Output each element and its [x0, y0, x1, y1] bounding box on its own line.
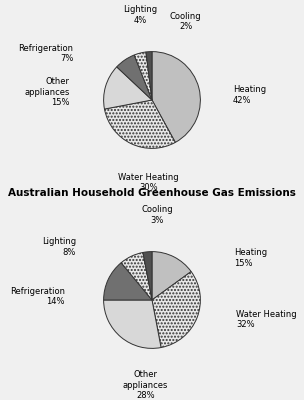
Wedge shape — [152, 272, 200, 348]
Text: Other
appliances
28%: Other appliances 28% — [123, 370, 168, 400]
Wedge shape — [134, 52, 152, 100]
Text: Water Heating
32%: Water Heating 32% — [236, 310, 296, 329]
Wedge shape — [121, 252, 152, 300]
Wedge shape — [104, 263, 152, 300]
Wedge shape — [104, 67, 152, 109]
Title: Australian Household Greenhouse Gas Emissions: Australian Household Greenhouse Gas Emis… — [8, 188, 296, 198]
Text: Heating
42%: Heating 42% — [233, 85, 266, 104]
Text: Lighting
8%: Lighting 8% — [42, 237, 76, 257]
Wedge shape — [104, 300, 161, 348]
Text: Lighting
4%: Lighting 4% — [123, 5, 157, 24]
Text: Cooling
2%: Cooling 2% — [170, 12, 201, 31]
Text: Heating
15%: Heating 15% — [235, 248, 268, 268]
Wedge shape — [152, 252, 191, 300]
Wedge shape — [146, 52, 152, 100]
Text: Cooling
3%: Cooling 3% — [141, 205, 173, 224]
Text: Refrigeration
14%: Refrigeration 14% — [10, 287, 65, 306]
Text: Other
appliances
15%: Other appliances 15% — [24, 77, 69, 107]
Wedge shape — [117, 55, 152, 100]
Wedge shape — [105, 100, 175, 148]
Text: Refrigeration
7%: Refrigeration 7% — [18, 44, 73, 63]
Wedge shape — [152, 52, 200, 142]
Wedge shape — [143, 252, 152, 300]
Text: Water Heating
30%: Water Heating 30% — [119, 173, 179, 192]
